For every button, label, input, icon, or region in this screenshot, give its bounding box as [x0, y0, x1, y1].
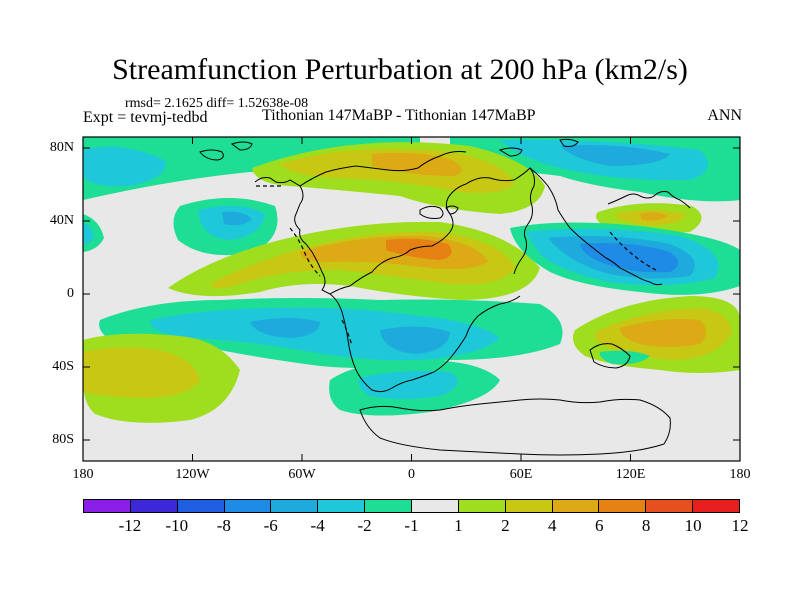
field-west-edge-cyan	[83, 222, 94, 244]
dashed-coast-west	[289, 227, 321, 277]
colorbar-swatch	[646, 500, 694, 512]
colorbar-swatch	[224, 500, 272, 512]
colorbar-swatch	[318, 500, 366, 512]
field-southeast-orange	[620, 319, 706, 347]
colorbar-label: -10	[165, 516, 189, 535]
colorbar-swatch	[271, 500, 319, 512]
lon-label: 120E	[615, 467, 646, 482]
colorbar-swatch	[412, 500, 459, 512]
colorbar-label: -4	[310, 516, 325, 535]
colorbar-label: 4	[548, 516, 557, 535]
lat-label: 40S	[52, 359, 74, 374]
colorbar-label: 12	[731, 516, 749, 535]
coast-east-continent	[529, 167, 663, 286]
coast-europe-islands	[419, 205, 459, 219]
field-southwest-olive	[83, 347, 200, 398]
field-ne-small-orange	[640, 212, 668, 221]
lon-label: 60E	[509, 467, 533, 482]
dashed-coast-east	[609, 231, 657, 271]
colorbar-swatch	[552, 500, 600, 512]
lon-label: 180	[72, 467, 94, 482]
field-southern-low-cyan	[359, 370, 458, 399]
coast-northern-continent	[254, 167, 535, 295]
colorbar-label: 8	[641, 516, 651, 535]
colorbar-swatch	[365, 500, 413, 512]
coastlines	[199, 138, 691, 456]
colorbar-swatch	[84, 500, 131, 512]
stats-text: rmsd= 2.1625 diff= 1.52638e-08	[125, 96, 309, 111]
lon-label: 0	[408, 467, 415, 482]
tick-marks	[82, 137, 741, 461]
period-label: Tithonian 147MaBP - Tithonian 147MaBP	[262, 107, 536, 124]
colorbar-swatch	[505, 500, 553, 512]
colorbar-swatch	[599, 500, 647, 512]
colorbar-swatch	[177, 500, 225, 512]
lon-label: 120W	[175, 467, 210, 482]
lon-label: 180	[729, 467, 751, 482]
plot-title: Streamfunction Perturbation at 200 hPa (…	[112, 53, 688, 86]
lat-label: 0	[67, 286, 74, 301]
field-south-lightblue-central	[380, 326, 450, 354]
coast-antarctica	[359, 398, 671, 456]
colorbar-label: -8	[216, 516, 231, 535]
colorbar-label: -1	[404, 516, 419, 535]
lat-label: 40N	[49, 213, 74, 228]
dashed-coast-south	[341, 319, 353, 347]
field-northwest-lightblue	[222, 211, 252, 226]
field-northeast-blue	[560, 145, 670, 166]
colorbar	[83, 499, 740, 513]
coast-islands-north	[199, 138, 579, 161]
map-field	[83, 137, 740, 461]
field-arctic-cyan	[83, 146, 166, 187]
colorbar-swatch	[693, 500, 740, 512]
field-southeast-teal-strip	[599, 350, 650, 365]
colorbar-label: 1	[454, 516, 463, 535]
lat-label: 80N	[49, 140, 74, 155]
colorbar-label: -6	[263, 516, 278, 535]
coast-northern-interior	[299, 151, 467, 187]
coast-australasia	[589, 343, 631, 369]
dashed-coastlines	[256, 185, 657, 347]
colorbar-label: 10	[684, 516, 702, 535]
experiment-label: Expt = tevmj-tedbd	[83, 109, 208, 126]
colorbar-label: 6	[594, 516, 604, 535]
colorbar-swatch	[130, 500, 178, 512]
colorbar-swatch	[458, 500, 506, 512]
colorbar-label: -12	[118, 516, 142, 535]
lon-label: 60W	[288, 467, 316, 482]
colorbar-label: 2	[501, 516, 510, 535]
lat-label: 80S	[52, 432, 74, 447]
season-label: ANN	[707, 107, 742, 124]
field-east-blue	[580, 243, 678, 273]
colorbar-label: -2	[357, 516, 372, 535]
coast-southern-continent	[329, 293, 521, 393]
coast-east-interior	[607, 191, 691, 209]
field-south-lightblue-west	[250, 318, 320, 338]
